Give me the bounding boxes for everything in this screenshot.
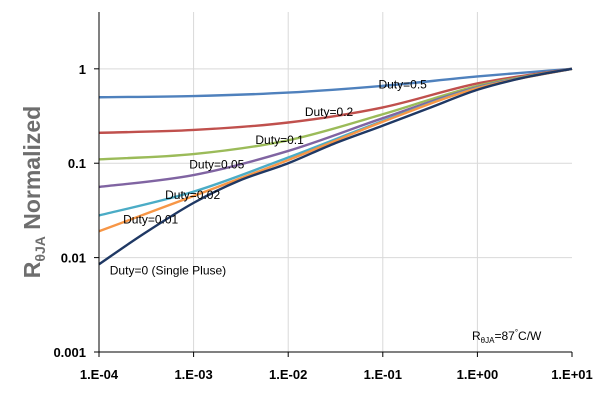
x-tick-label: 1.E-01 — [364, 367, 402, 382]
series-line — [98, 67, 573, 233]
y-axis-title: RθJA Normalized — [19, 106, 48, 278]
y-tick-label: 1 — [79, 62, 86, 77]
y-tick-label: 0.01 — [61, 251, 86, 266]
y-axis-title-sub: θJA — [32, 236, 48, 261]
series-label: Duty=0.1 — [255, 133, 304, 147]
rtheta-annotation: RθJA=87°C/W — [472, 328, 542, 345]
y-axis-title-rest: Normalized — [19, 106, 45, 236]
series-line — [98, 67, 573, 99]
y-tick-label: 0.001 — [53, 345, 86, 360]
annotation-unit: C/W — [518, 329, 542, 343]
series-label: Duty=0.02 — [165, 188, 220, 202]
annotation-main: R — [472, 329, 481, 343]
grid-lines — [99, 12, 572, 352]
y-tick-labels: 0.001 0.01 0.1 1 — [53, 62, 86, 360]
axes — [94, 12, 573, 357]
series-group — [98, 67, 573, 266]
series-line — [98, 67, 573, 266]
series-label: Duty=0.05 — [189, 157, 244, 171]
x-tick-label: 1.E-03 — [174, 367, 212, 382]
x-tick-label: 1.E-02 — [269, 367, 307, 382]
annotation-degree: ° — [515, 328, 518, 337]
x-tick-label: 1.E-04 — [80, 367, 119, 382]
x-tick-label: 1.E+01 — [551, 367, 593, 382]
series-label: Duty=0.01 — [123, 212, 178, 226]
x-tick-labels: 1.E-04 1.E-03 1.E-02 1.E-01 1.E+00 1.E+01 — [80, 367, 593, 382]
series-label: Duty=0.5 — [378, 77, 427, 91]
y-tick-label: 0.1 — [68, 156, 86, 171]
series-label: Duty=0 (Single Pluse) — [110, 264, 226, 278]
annotation-value: =87 — [494, 329, 515, 343]
y-axis-title-main: R — [19, 261, 45, 278]
x-tick-label: 1.E+00 — [457, 367, 499, 382]
annotation-sub: θJA — [481, 336, 495, 345]
series-line — [98, 67, 573, 134]
series-label: Duty=0.2 — [305, 105, 354, 119]
